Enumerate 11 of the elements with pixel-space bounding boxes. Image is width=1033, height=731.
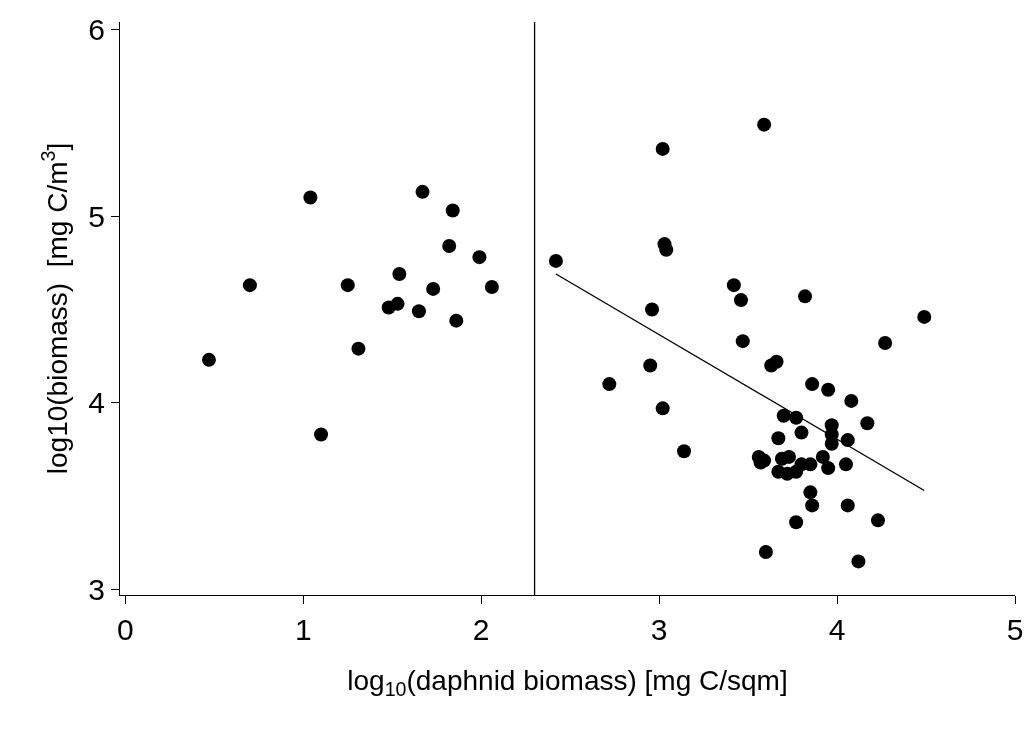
x-tick-label: 1	[294, 613, 312, 647]
y-tick-label: 6	[88, 12, 105, 46]
x-tick-label: 5	[1006, 613, 1024, 647]
y-tick-label: 5	[88, 199, 105, 233]
x-tick-label: 0	[117, 613, 134, 647]
y-tick-label: 3	[88, 572, 105, 606]
x-tick-label: 3	[650, 613, 668, 647]
y-tick-label: 4	[88, 386, 105, 420]
x-tick-label: 4	[828, 613, 846, 647]
x-axis-title: log$_{10}$(daphnid biomass) [mg C/sqm]	[347, 665, 788, 701]
x-tick-label: 2	[472, 613, 490, 647]
